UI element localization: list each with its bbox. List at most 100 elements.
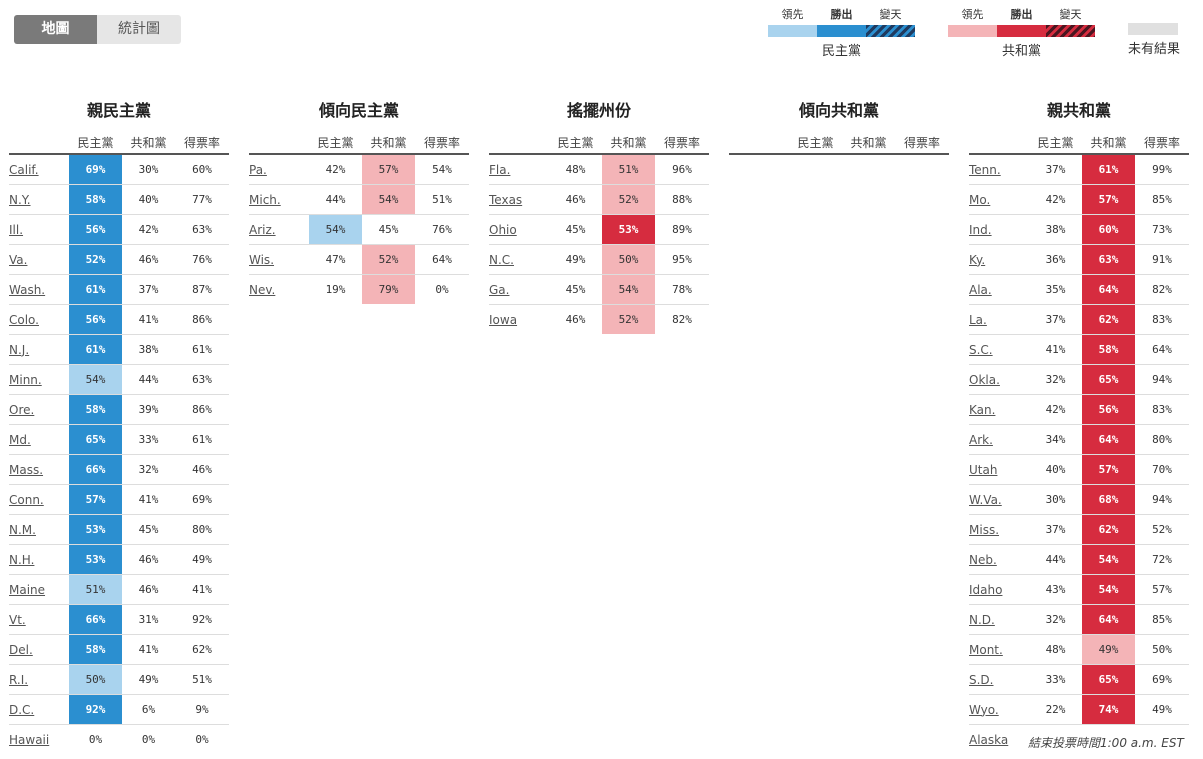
state-link[interactable]: N.H. [9,552,35,567]
state-link[interactable]: Mo. [969,192,991,207]
state-link[interactable]: Wyo. [969,702,999,717]
state-link[interactable]: Conn. [9,492,44,507]
rep-pct-cell: 65% [1082,365,1135,394]
state-link[interactable]: Texas [489,192,523,207]
state-link[interactable]: Okla. [969,372,1000,387]
state-link[interactable]: Wis. [249,252,275,267]
state-link[interactable]: Pa. [249,162,267,177]
state-row: Pa. 42% 57% 54% [249,155,469,185]
map-view-button[interactable]: 地圖 [14,15,97,44]
state-link[interactable]: Mich. [249,192,281,207]
state-row: Mich. 44% 54% 51% [249,185,469,215]
state-link[interactable]: Md. [9,432,31,447]
state-link[interactable]: Va. [9,252,28,267]
category-column: 傾向民主黨 民主黨 共和黨 得票率 Pa. 42% 57% 54% Mich. 44% 54% 51%… [249,98,469,304]
state-link[interactable]: Iowa [489,312,518,327]
column-title: 搖擺州份 [566,101,631,120]
state-link[interactable]: Ky. [969,252,986,267]
state-link[interactable]: Vt. [9,612,26,627]
state-link[interactable]: Neb. [969,552,997,567]
dem-pct-cell: 33% [1045,673,1066,686]
legend-no-result-swatch [1128,23,1178,35]
state-link[interactable]: Calif. [9,162,39,177]
state-link[interactable]: Nev. [249,282,276,297]
state-link[interactable]: Idaho [969,582,1003,597]
state-link[interactable]: Ill. [9,222,24,237]
dem-pct-cell: 61% [69,275,122,304]
dem-pct-cell: 37% [1045,313,1066,326]
state-link[interactable]: N.Y. [9,192,31,207]
state-link[interactable]: Ala. [969,282,992,297]
dem-pct-cell: 54% [69,365,122,394]
header-state [249,133,309,153]
state-link[interactable]: Alaska [969,732,1009,747]
state-link[interactable]: Ariz. [249,222,276,237]
state-link[interactable]: Del. [9,642,33,657]
state-link[interactable]: N.D. [969,612,995,627]
rate-pct-cell: 69% [1152,673,1172,686]
state-link[interactable]: W.Va. [969,492,1002,507]
state-row: S.D. 33% 65% 69% [969,665,1189,695]
state-link[interactable]: La. [969,312,987,327]
rate-pct-cell: 77% [192,193,212,206]
state-row: Del. 58% 41% 62% [9,635,229,665]
rep-pct-cell: 62% [1082,515,1135,544]
dem-pct-cell: 48% [1045,643,1066,656]
state-link[interactable]: Fla. [489,162,511,177]
state-link[interactable]: Miss. [969,522,1000,537]
state-row: Ark. 34% 64% 80% [969,425,1189,455]
stats-view-button[interactable]: 統計圖 [97,15,181,44]
rep-pct-cell: 57% [1082,185,1135,214]
state-link[interactable]: S.C. [969,342,993,357]
dem-pct-cell: 65% [69,425,122,454]
header-dem: 民主黨 [317,136,354,150]
rep-pct-cell: 33% [138,433,159,446]
rep-pct-cell: 52% [362,245,415,274]
rep-pct-cell: 54% [1082,545,1135,574]
state-link[interactable]: Wash. [9,282,46,297]
state-link[interactable]: Kan. [969,402,996,417]
state-link[interactable]: R.I. [9,672,29,687]
state-link[interactable]: Mont. [969,642,1003,657]
legend-rep-lead-swatch [948,25,997,37]
state-link[interactable]: Mass. [9,462,44,477]
state-link[interactable]: Minn. [9,372,42,387]
state-row: Wis. 47% 52% 64% [249,245,469,275]
state-link[interactable]: Maine [9,582,46,597]
rate-pct-cell: 88% [672,193,692,206]
state-row: Calif. 69% 30% 60% [9,155,229,185]
state-link[interactable]: Ark. [969,432,993,447]
dem-pct-cell: 45% [565,223,586,236]
legend-dem-party: 民主黨 [821,44,861,59]
header-rate: 得票率 [903,136,940,150]
state-link[interactable]: Ind. [969,222,992,237]
state-link[interactable]: Utah [969,462,998,477]
dem-pct-cell: 0% [88,733,103,746]
rep-pct-cell: 46% [138,583,159,596]
state-link[interactable]: D.C. [9,702,35,717]
state-link[interactable]: N.C. [489,252,514,267]
rate-pct-cell: 46% [192,463,212,476]
rep-pct-cell: 32% [138,463,159,476]
state-link[interactable]: S.D. [969,672,994,687]
column-header-row: 民主黨 共和黨 得票率 [249,133,469,155]
column-header-row: 民主黨 共和黨 得票率 [729,133,949,155]
dem-pct-cell: 41% [1045,343,1066,356]
state-link[interactable]: Colo. [9,312,39,327]
dem-pct-cell: 37% [1045,163,1066,176]
state-link[interactable]: Ohio [489,222,517,237]
dem-pct-cell: 46% [565,193,586,206]
rep-pct-cell: 54% [602,275,655,304]
state-link[interactable]: Hawaii [9,732,50,747]
rate-pct-cell: 99% [1152,163,1172,176]
rate-pct-cell: 41% [192,583,212,596]
header-rate: 得票率 [1143,136,1180,150]
state-link[interactable]: Ga. [489,282,510,297]
rep-pct-cell: 0% [141,733,156,746]
state-link[interactable]: N.J. [9,342,30,357]
dem-pct-cell: 32% [1045,613,1066,626]
state-link[interactable]: Tenn. [969,162,1001,177]
state-link[interactable]: Ore. [9,402,35,417]
state-link[interactable]: N.M. [9,522,36,537]
state-row: Va. 52% 46% 76% [9,245,229,275]
